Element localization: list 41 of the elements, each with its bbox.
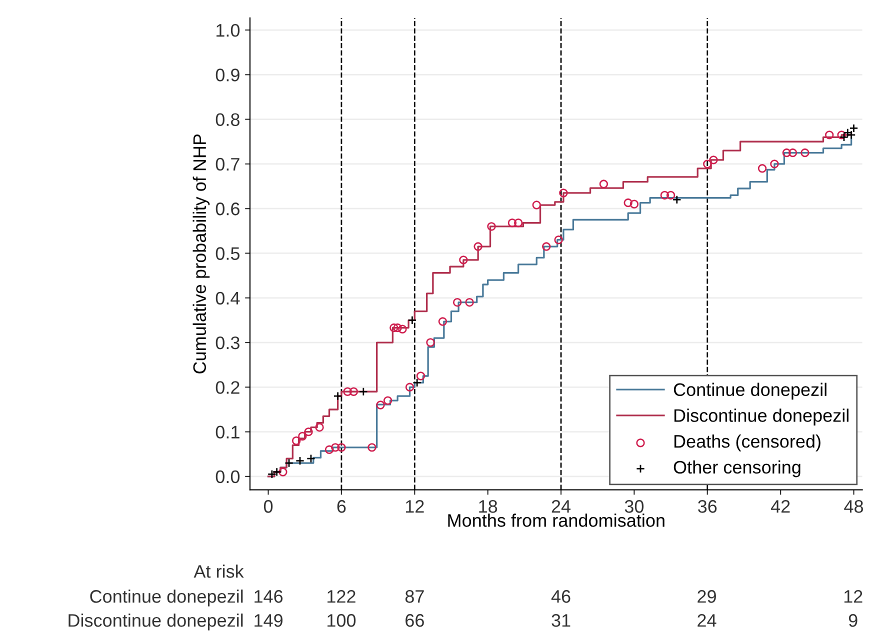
- y-tick-label: 0.9: [216, 68, 240, 82]
- x-tick-label: 12: [406, 500, 424, 513]
- y-tick-label: 0.8: [216, 113, 240, 126]
- x-tick-label: 42: [770, 500, 790, 513]
- y-axis-title: Cumulative probability of NHP: [192, 134, 210, 374]
- y-tick-label: 0.3: [216, 336, 240, 350]
- x-tick-label: 18: [479, 500, 498, 513]
- text: 146: [254, 590, 283, 603]
- y-tick-label: 1.0: [216, 24, 240, 37]
- x-tick-label: 30: [624, 500, 644, 513]
- text: 12: [844, 590, 862, 603]
- x-tick-label: 24: [552, 500, 571, 513]
- x-tick-label: 48: [844, 500, 864, 513]
- legend-label: Continue donepezil: [674, 382, 826, 400]
- text: 100: [328, 614, 356, 627]
- legend-label: Deaths (censored): [674, 434, 820, 452]
- text: 122: [328, 590, 356, 603]
- x-tick-label: 36: [698, 500, 717, 513]
- text: Continue donepezil: [90, 590, 243, 606]
- y-tick-label: 0.4: [216, 292, 240, 305]
- text: 87: [405, 590, 424, 603]
- y-tick-label: 0.5: [216, 247, 240, 260]
- x-axis-title: Months from randomisation: [448, 514, 664, 527]
- text: 31: [552, 614, 570, 627]
- y-tick-label: 0.1: [216, 426, 240, 439]
- text: Discontinue donepezil: [68, 614, 243, 630]
- y-tick-label: 0.6: [216, 202, 240, 216]
- x-tick-label: 0: [264, 500, 273, 513]
- text: 9: [848, 614, 858, 627]
- y-tick-label: 0.7: [216, 158, 240, 171]
- y-tick-label: 0.2: [216, 381, 240, 394]
- text: At risk: [194, 564, 244, 578]
- text: 149: [254, 614, 282, 627]
- text: 24: [698, 614, 716, 627]
- text: 46: [551, 590, 570, 603]
- legend-label: Other censoring: [674, 460, 800, 478]
- y-tick-label: 0.0: [216, 470, 240, 484]
- text: 29: [698, 590, 716, 603]
- x-tick-label: 6: [337, 500, 346, 513]
- legend-label: Discontinue donepezil: [674, 408, 848, 426]
- text: 66: [406, 614, 424, 627]
